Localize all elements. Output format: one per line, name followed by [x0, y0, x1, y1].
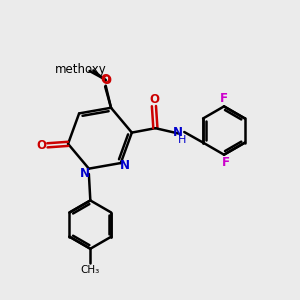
Text: CH₃: CH₃ — [81, 265, 100, 275]
Text: O: O — [100, 73, 110, 86]
Text: H: H — [178, 135, 187, 145]
Text: F: F — [220, 92, 228, 105]
Text: N: N — [173, 126, 183, 140]
Text: O: O — [149, 93, 159, 106]
Text: F: F — [221, 156, 230, 170]
Text: O: O — [36, 139, 46, 152]
Text: methoxy: methoxy — [55, 63, 106, 76]
Text: N: N — [120, 160, 130, 172]
Text: N: N — [80, 167, 90, 180]
Text: O: O — [102, 74, 112, 87]
